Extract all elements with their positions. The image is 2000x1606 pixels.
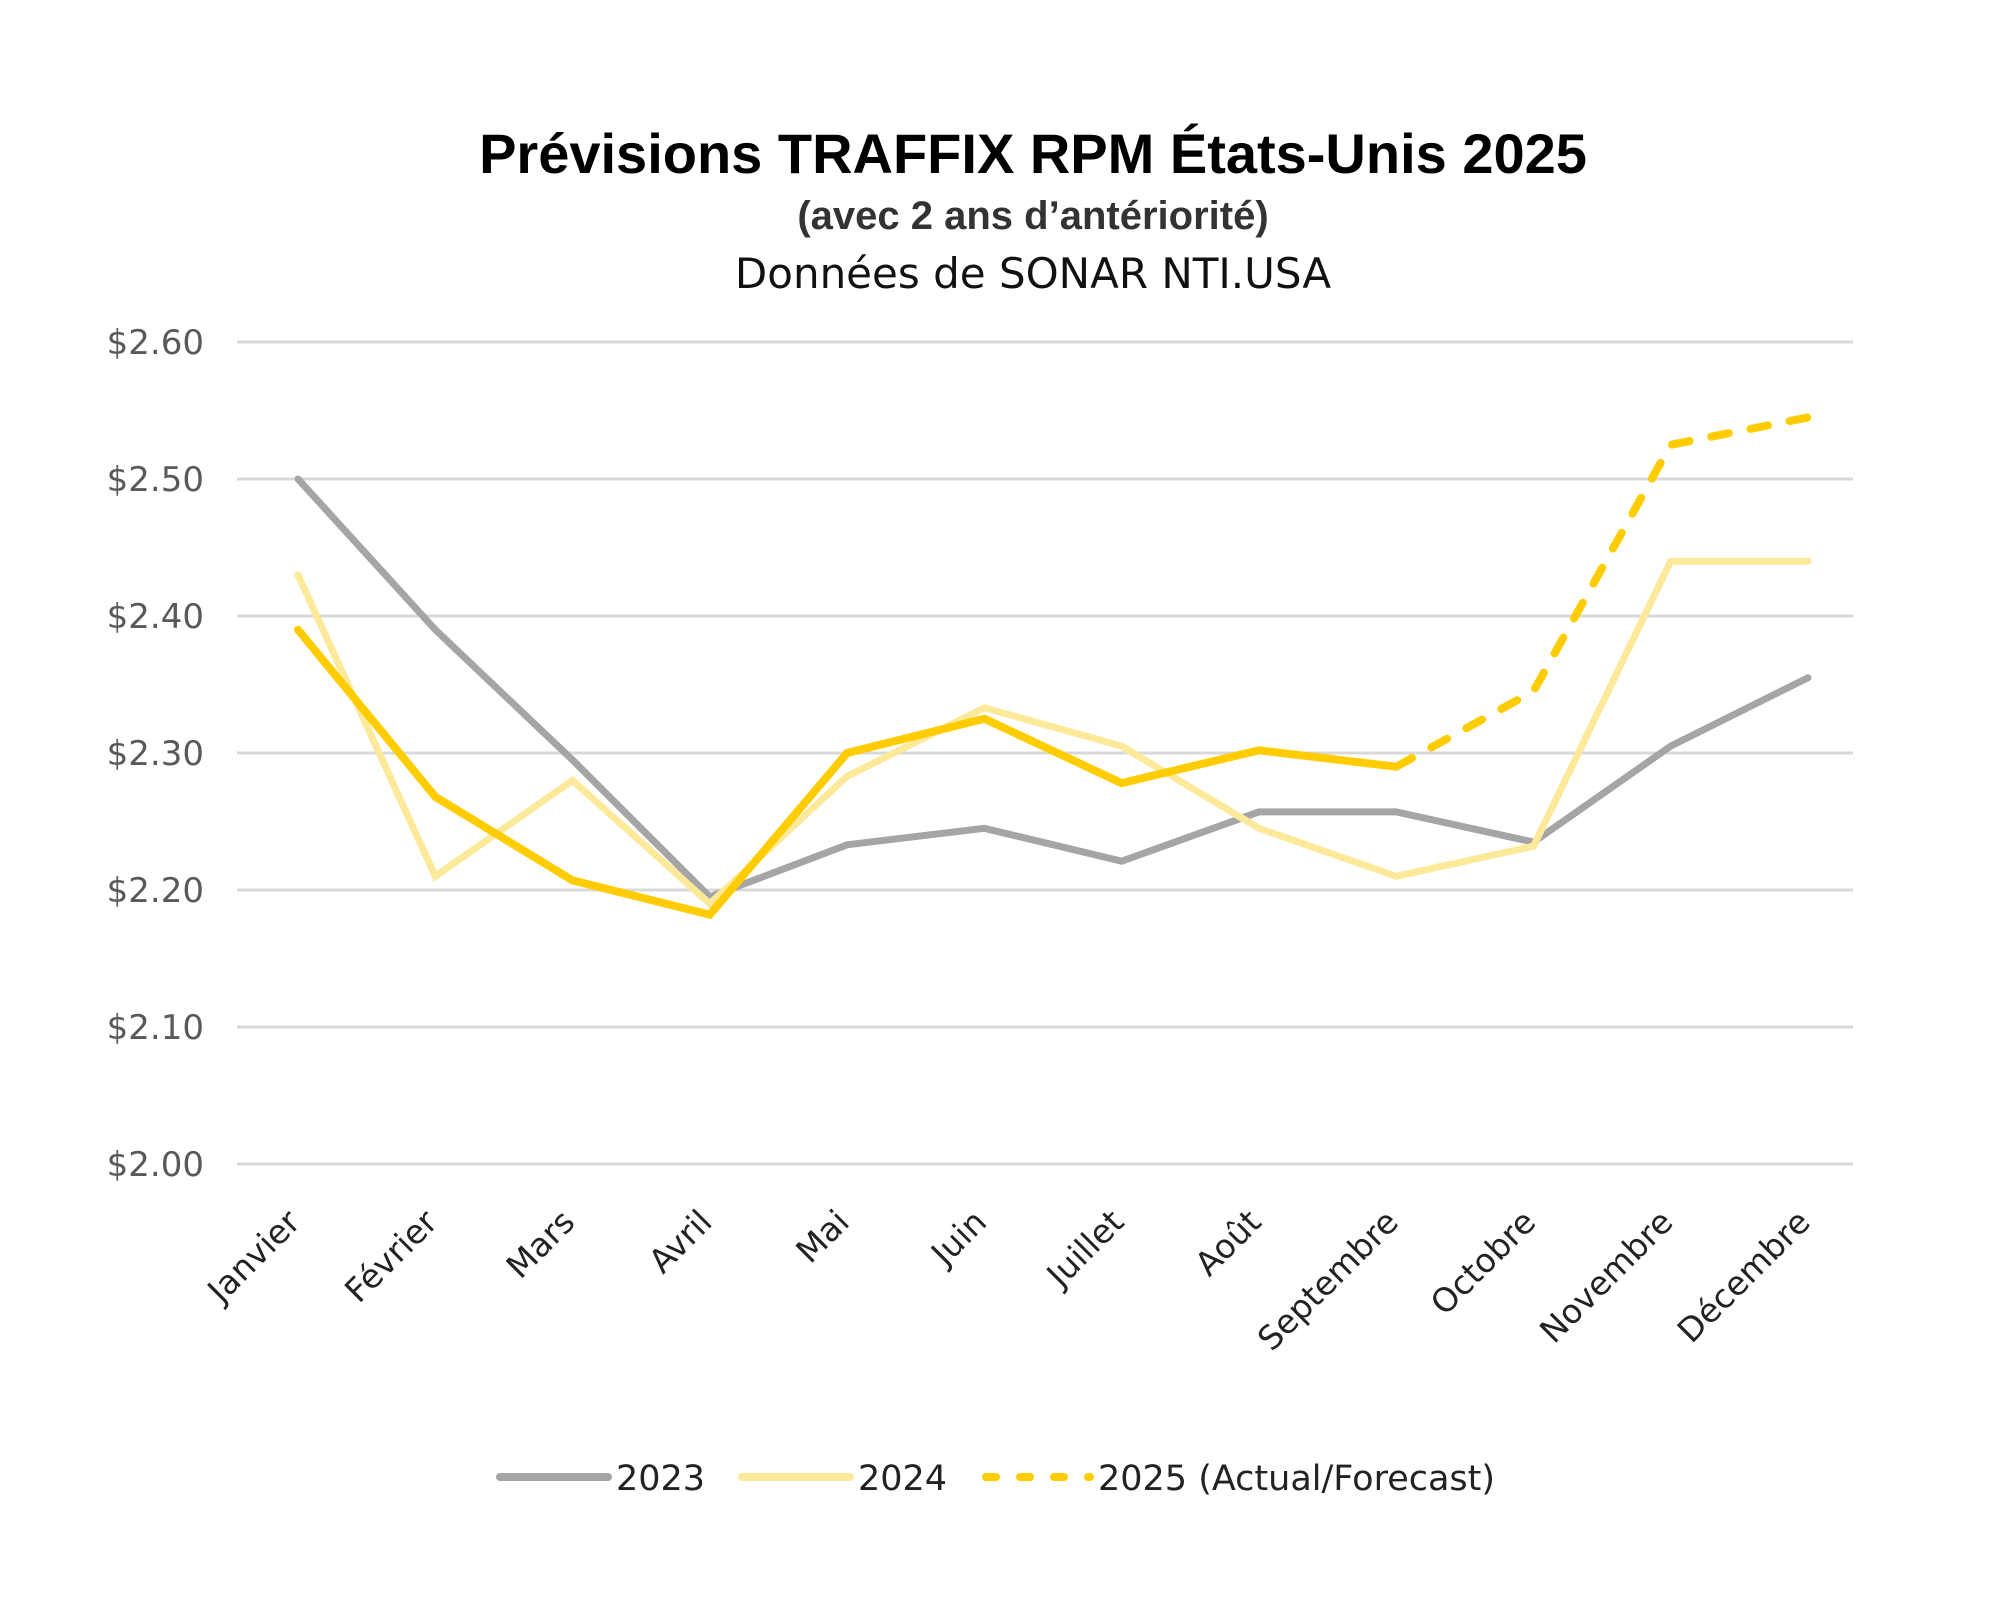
- legend-item: 2025 (Actual/Forecast): [982, 1459, 1495, 1499]
- series-2024: [294, 557, 1812, 909]
- y-tick-label: $2.20: [107, 871, 204, 911]
- y-tick-label: $2.40: [107, 597, 204, 637]
- x-axis-tick-labels: Janvier Février Mars Avril Mai Juin Juillet Aoû…: [198, 1202, 1817, 1358]
- x-tick-label: Février: [337, 1202, 445, 1310]
- y-tick-label: $2.60: [107, 323, 204, 363]
- x-tick-label: Juin: [922, 1202, 994, 1274]
- x-tick-label: Septembre: [1250, 1202, 1406, 1358]
- chart-title: Prévisions TRAFFIX RPM États-Unis 2025: [479, 122, 1587, 185]
- legend-item: 2023: [496, 1459, 705, 1499]
- y-tick-label: $2.10: [107, 1008, 204, 1048]
- gridlines: [237, 340, 1853, 1166]
- legend-label: 2025 (Actual/Forecast): [1098, 1459, 1495, 1499]
- x-tick-label: Avril: [641, 1202, 720, 1281]
- x-tick-label: Octobre: [1423, 1202, 1543, 1322]
- x-tick-label: Mai: [788, 1202, 857, 1271]
- x-tick-label: Décembre: [1670, 1202, 1818, 1350]
- legend: 2023 2024 2025 (Actual/Forecast): [496, 1459, 1495, 1499]
- y-tick-label: $2.30: [107, 734, 204, 774]
- series-lines: [294, 413, 1812, 920]
- y-axis-tick-labels: $2.00 $2.10 $2.20 $2.30 $2.40 $2.50 $2.60: [107, 323, 204, 1185]
- y-tick-label: $2.00: [107, 1145, 204, 1185]
- legend-label: 2023: [616, 1459, 705, 1499]
- series-2023: [294, 475, 1812, 901]
- y-tick-label: $2.50: [107, 460, 204, 500]
- series-line-2025-forecast: [1392, 413, 1812, 771]
- x-tick-label: Mars: [498, 1202, 582, 1286]
- legend-label: 2024: [858, 1459, 947, 1499]
- chart-source-note: Données de SONAR NTI.USA: [735, 249, 1331, 298]
- chart-subtitle: (avec 2 ans d’antériorité): [797, 194, 1268, 238]
- x-tick-label: Novembre: [1532, 1202, 1680, 1350]
- series-line-2023: [294, 475, 1812, 901]
- x-tick-label: Janvier: [198, 1202, 308, 1312]
- legend-item: 2024: [738, 1459, 947, 1499]
- series-2025: [294, 413, 1812, 920]
- x-tick-label: Juillet: [1038, 1202, 1132, 1296]
- series-line-2025-actual: [294, 625, 1401, 920]
- series-line-2024: [294, 557, 1812, 909]
- x-tick-label: Août: [1187, 1202, 1268, 1283]
